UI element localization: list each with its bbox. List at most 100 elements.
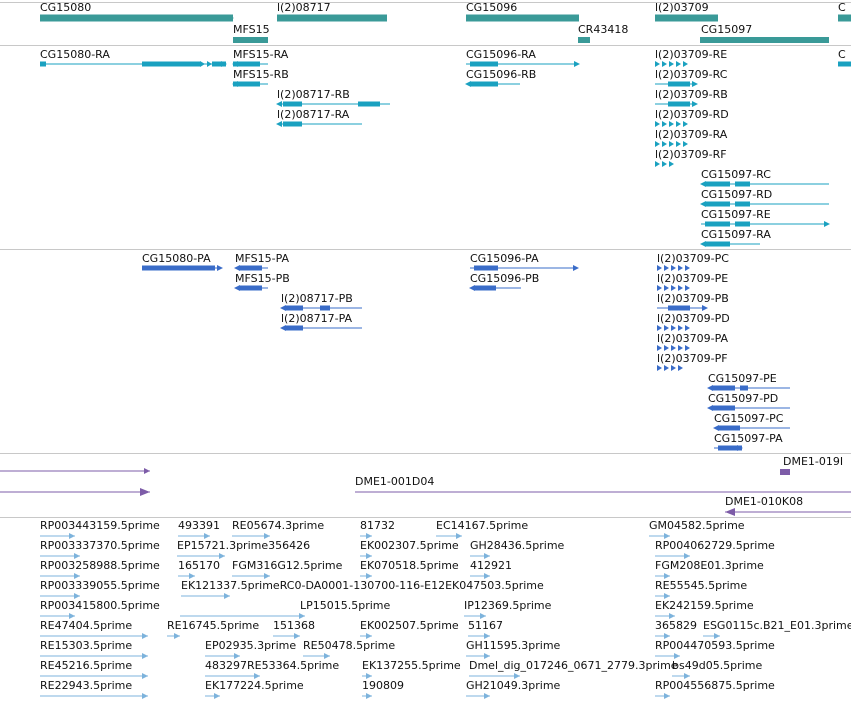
protein-label[interactable]: CG15097-PE [708, 372, 777, 385]
strand-arrow-right[interactable] [366, 533, 372, 539]
est-label[interactable]: EK002307.5prime [360, 539, 459, 552]
est-label[interactable]: 165170 [178, 559, 220, 572]
est-label[interactable]: RE50478.5prime [303, 639, 396, 652]
transcript-label[interactable]: l(2)03709-RA [655, 128, 728, 141]
protein-label[interactable]: MFS15-PB [235, 272, 290, 285]
strand-arrow-right[interactable] [685, 345, 690, 351]
strand-arrow-right[interactable] [264, 533, 270, 539]
intron-line[interactable] [40, 535, 75, 537]
est-label[interactable]: EK002507.5prime [360, 619, 459, 632]
est-label[interactable]: 51167 [468, 619, 503, 632]
exon-block[interactable] [578, 37, 590, 43]
strand-arrow-right[interactable] [366, 573, 372, 579]
strand-arrow-left[interactable] [276, 121, 282, 127]
strand-arrow-right[interactable] [174, 633, 180, 639]
est-label[interactable]: Dmel_dig_017246_0671_2779.3prime [469, 659, 678, 672]
strand-arrow-right[interactable] [69, 613, 75, 619]
exon-block[interactable] [712, 385, 735, 391]
est-label[interactable]: IP12369.5prime [464, 599, 552, 612]
strand-arrow-right[interactable] [678, 345, 683, 351]
intron-line[interactable] [655, 555, 690, 557]
strand-arrow-right[interactable] [207, 61, 212, 67]
protein-label[interactable]: l(2)03709-PD [657, 312, 730, 325]
strand-arrow-right[interactable] [676, 141, 681, 147]
strand-arrow-right[interactable] [683, 61, 688, 67]
strand-arrow-right[interactable] [684, 553, 690, 559]
protein-label[interactable]: CG15096-PA [470, 252, 539, 265]
strand-arrow-right[interactable] [662, 141, 667, 147]
strand-arrow-right[interactable] [74, 573, 80, 579]
exon-block[interactable] [718, 425, 740, 431]
intron-line[interactable] [277, 103, 390, 105]
est-label[interactable]: RP003415800.5prime [40, 599, 160, 612]
strand-arrow-right[interactable] [702, 305, 708, 311]
exon-block[interactable] [705, 241, 730, 247]
strand-arrow-left[interactable] [234, 265, 240, 271]
transcript-label[interactable]: l(2)03709-RE [655, 48, 728, 61]
intron-line[interactable] [40, 635, 148, 637]
strand-arrow-right[interactable] [678, 285, 683, 291]
exon-block[interactable] [40, 14, 233, 22]
transcript-label[interactable]: l(2)03709-RC [655, 68, 728, 81]
est-label[interactable]: RE45216.5prime [40, 659, 133, 672]
transcript-label[interactable]: CG15080-RA [40, 48, 110, 61]
strand-arrow-right[interactable] [324, 653, 330, 659]
strand-arrow-left[interactable] [234, 285, 240, 291]
est-label[interactable]: EK121337.5primeRC0-DA0001-130700-116-E12… [181, 579, 544, 592]
transcript-label[interactable]: MFS15-RB [233, 68, 289, 81]
est-label[interactable]: 190809 [362, 679, 404, 692]
intron-line[interactable] [655, 575, 670, 577]
strand-arrow-right[interactable] [692, 101, 698, 107]
intron-line[interactable] [470, 267, 578, 269]
scaffold-label[interactable]: DME1-010K08 [725, 495, 804, 508]
strand-arrow-right[interactable] [678, 265, 683, 271]
est-label[interactable]: RP004556875.5prime [655, 679, 775, 692]
est-label[interactable]: FGM316G12.5prime [232, 559, 343, 572]
est-label[interactable]: EP02935.3prime [205, 639, 297, 652]
strand-arrow-right[interactable] [69, 533, 75, 539]
protein-label[interactable]: CG15097-PC [714, 412, 784, 425]
intron-line[interactable] [40, 595, 80, 597]
intron-line[interactable] [0, 491, 150, 493]
exon-block[interactable] [838, 14, 851, 22]
strand-arrow-right[interactable] [676, 121, 681, 127]
strand-arrow-left[interactable] [469, 285, 475, 291]
strand-arrow-right[interactable] [683, 141, 688, 147]
strand-arrow-right[interactable] [678, 325, 683, 331]
est-label[interactable]: RP003443159.5prime [40, 519, 160, 532]
intron-line[interactable] [701, 243, 760, 245]
intron-line[interactable] [232, 535, 270, 537]
scaffold-end[interactable] [140, 488, 150, 496]
protein-label[interactable]: CG15080-PA [142, 252, 211, 265]
strand-arrow-right[interactable] [456, 533, 462, 539]
strand-arrow-right[interactable] [664, 573, 670, 579]
intron-line[interactable] [466, 655, 490, 657]
strand-arrow-right[interactable] [480, 613, 486, 619]
strand-arrow-right[interactable] [217, 265, 223, 271]
strand-arrow-right[interactable] [254, 673, 260, 679]
exon-block[interactable] [240, 285, 262, 291]
strand-arrow-right[interactable] [228, 15, 234, 21]
est-label[interactable]: RP004470593.5prime [655, 639, 775, 652]
exon-block[interactable] [320, 305, 330, 311]
exon-block[interactable] [142, 61, 200, 67]
strand-arrow-right[interactable] [737, 445, 743, 451]
strand-arrow-right[interactable] [657, 325, 662, 331]
strand-arrow-right[interactable] [655, 121, 660, 127]
strand-arrow-right[interactable] [684, 673, 690, 679]
protein-label[interactable]: CG15096-PB [470, 272, 540, 285]
est-label[interactable]: 365829 [655, 619, 697, 632]
est-label[interactable]: GH28436.5prime [470, 539, 565, 552]
intron-line[interactable] [205, 655, 240, 657]
transcript-label[interactable]: CG15097-RD [701, 188, 773, 201]
strand-arrow-left[interactable] [465, 81, 471, 87]
protein-label[interactable]: MFS15-PA [235, 252, 290, 265]
intron-line[interactable] [180, 615, 305, 617]
strand-arrow-left[interactable] [280, 305, 286, 311]
protein-label[interactable]: l(2)03709-PF [657, 352, 728, 365]
transcript-label[interactable]: CG15096-RA [466, 48, 536, 61]
transcript-label[interactable]: CG15097-RE [701, 208, 771, 221]
est-label[interactable]: 151368 [273, 619, 315, 632]
intron-line[interactable] [277, 123, 362, 125]
intron-line[interactable] [281, 327, 362, 329]
